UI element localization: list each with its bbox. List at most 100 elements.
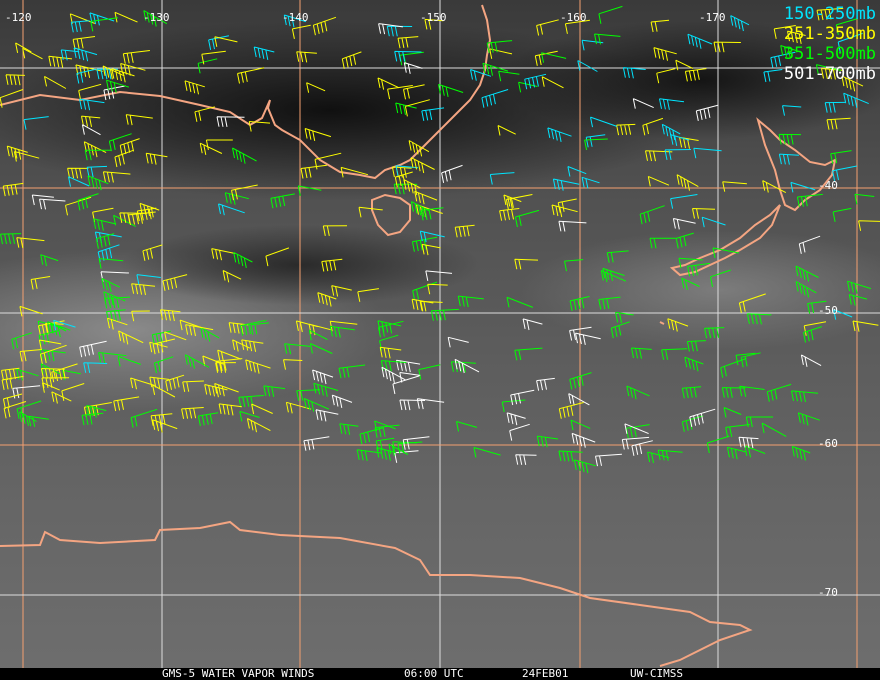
wind-barb [84, 149, 112, 161]
wind-barb [314, 152, 342, 170]
wind-barb [251, 403, 273, 415]
wind-barb [205, 139, 233, 151]
wind-barb [848, 294, 868, 306]
wind-barb [803, 326, 822, 343]
wind-barb [791, 390, 819, 403]
wind-barb [165, 374, 185, 392]
wind-barb [28, 415, 49, 427]
wind-barb [150, 413, 173, 426]
wind-barb [67, 167, 89, 179]
coastline-island [659, 321, 665, 325]
wind-barb [39, 198, 66, 210]
wind-barb [713, 41, 741, 53]
wind-barb [536, 435, 559, 448]
wind-barb [263, 385, 286, 397]
time-label: 06:00 UTC [404, 667, 464, 680]
wind-barb [47, 321, 67, 338]
lon-label: -140 [282, 11, 309, 24]
wind-barb [710, 269, 731, 287]
wind-barb [744, 445, 766, 458]
wind-barb [357, 288, 379, 302]
wind-barb [250, 322, 269, 335]
wind-barb [807, 300, 827, 314]
wind-barb [97, 244, 120, 262]
wind-barb [81, 124, 101, 136]
wind-barb [201, 50, 226, 65]
wind-barb [218, 203, 245, 216]
wind-barb [706, 435, 730, 454]
wind-barb [505, 194, 533, 210]
wind-barb [621, 436, 650, 450]
legend-351-500mb: 351-500mb [783, 44, 876, 64]
wind-barb [746, 313, 772, 325]
wind-barb [379, 346, 402, 359]
wind-barb [536, 377, 555, 391]
wind-barb [393, 183, 418, 195]
wind-barb [456, 421, 478, 432]
wind-barb [664, 149, 692, 160]
wind-barb [87, 175, 109, 191]
wind-barb [486, 40, 513, 54]
wind-barb [51, 391, 72, 404]
wind-barb [816, 7, 844, 21]
wind-barb [248, 121, 271, 132]
wind-barb [312, 16, 337, 36]
lon-label: -130 [143, 11, 170, 24]
wind-barb [339, 423, 359, 435]
wind-barb [197, 412, 219, 427]
wind-barb [151, 330, 171, 345]
wind-barb [1, 375, 24, 390]
wind-barb [581, 176, 600, 189]
wind-barb [341, 51, 362, 69]
wind-barb [38, 339, 62, 351]
legend-501-700mb: 501-700mb [783, 64, 876, 84]
wind-barb [358, 206, 383, 218]
wind-barb [557, 198, 577, 213]
lon-label: -160 [560, 11, 587, 24]
wind-barb [215, 358, 243, 372]
wind-barb [675, 59, 694, 71]
wind-barb [331, 285, 352, 297]
wind-barb [392, 441, 417, 452]
wind-barb [642, 117, 664, 136]
wind-barb [321, 258, 343, 272]
wind-barb [16, 237, 45, 249]
wind-barb [625, 424, 650, 439]
wind-barb [425, 270, 453, 281]
wind-barb [396, 359, 421, 373]
wind-barb [585, 134, 606, 148]
wind-barb [421, 107, 445, 121]
wind-barb [101, 278, 120, 293]
wind-barb [424, 18, 444, 30]
wind-barb [631, 347, 652, 359]
wind-barb [51, 363, 78, 383]
wind-barb [830, 150, 852, 164]
wind-barb [1, 367, 20, 381]
wind-barb [854, 193, 875, 205]
wind-barb [160, 309, 181, 322]
wind-barb [13, 151, 40, 162]
wind-barb [394, 50, 422, 62]
wind-barb [237, 67, 265, 84]
wind-barb [681, 277, 700, 290]
wind-barb [695, 104, 719, 121]
wind-barb [391, 166, 412, 178]
wind-barb [632, 98, 654, 109]
wind-barb [16, 368, 39, 381]
wind-barb [497, 125, 516, 136]
wind-barb [329, 325, 355, 338]
wind-barb [197, 58, 218, 74]
wind-barb [626, 385, 650, 400]
wind-barb [740, 352, 761, 368]
wind-barb [412, 281, 438, 301]
wind-barb [411, 298, 434, 312]
wind-barb [76, 68, 96, 84]
wind-barb [761, 422, 787, 437]
wind-barb [40, 368, 65, 379]
wind-barb [312, 369, 334, 385]
wind-barb [598, 5, 623, 24]
wind-barb [650, 19, 670, 33]
wind-barb [470, 69, 492, 81]
wind-barb [438, 83, 464, 97]
